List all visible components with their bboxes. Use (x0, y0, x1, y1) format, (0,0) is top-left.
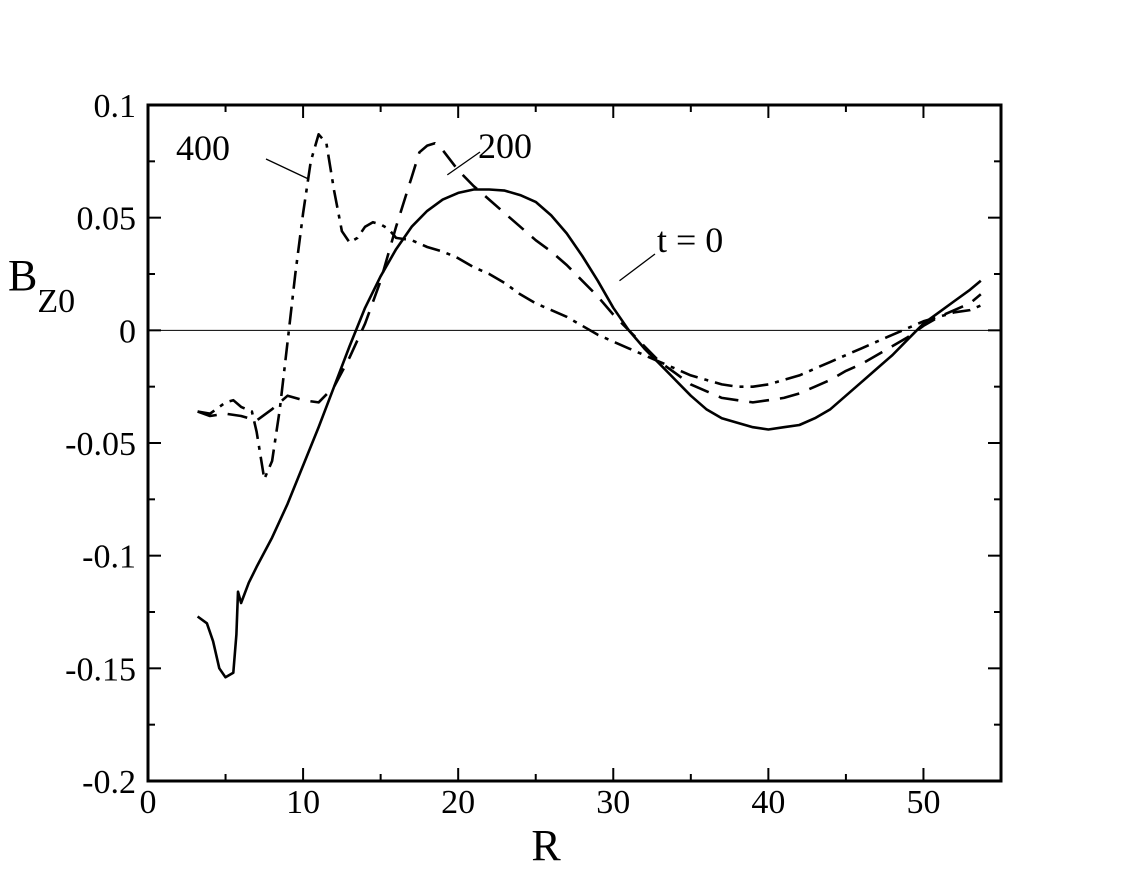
series-lines (196, 133, 982, 679)
x-axis-title: R (531, 821, 561, 870)
tick-marks (147, 104, 1002, 782)
x-tick-label: 10 (286, 784, 320, 821)
series-annotation-label: 200 (478, 126, 532, 166)
x-tick-label: 30 (596, 784, 630, 821)
y-tick-label: -0.1 (82, 539, 136, 576)
y-tick-label: 0.05 (77, 201, 137, 238)
y-tick-label: -0.15 (65, 651, 136, 688)
annotation-leader (265, 158, 310, 180)
y-tick-label: -0.05 (65, 426, 136, 463)
y-axis-title: BZ0 (8, 251, 75, 320)
annotations: 400 200 t = 0 (176, 126, 723, 282)
annotation-leader (619, 253, 656, 282)
series-annotation-label: 400 (176, 128, 230, 168)
x-tick-label: 20 (441, 784, 475, 821)
x-tick-labels: 0 10 20 30 40 50 (140, 784, 941, 821)
y-tick-label: 0 (119, 313, 136, 350)
series-line (197, 142, 982, 422)
series-annotation-label: t = 0 (657, 220, 723, 260)
annotation-leader (446, 151, 481, 176)
y-tick-label: -0.2 (82, 764, 136, 801)
x-tick-label: 40 (751, 784, 785, 821)
y-tick-label: 0.1 (94, 88, 137, 125)
plot-frame (146, 103, 1003, 783)
series-line (196, 188, 982, 679)
y-axis-title-main: B (8, 251, 37, 300)
x-tick-label: 50 (906, 784, 940, 821)
y-axis-title-subscript: Z0 (37, 283, 75, 320)
x-tick-label: 0 (140, 784, 157, 821)
y-tick-labels: -0.2 -0.15 -0.1 -0.05 0 0.05 0.1 (65, 88, 136, 801)
series-line (197, 133, 982, 481)
